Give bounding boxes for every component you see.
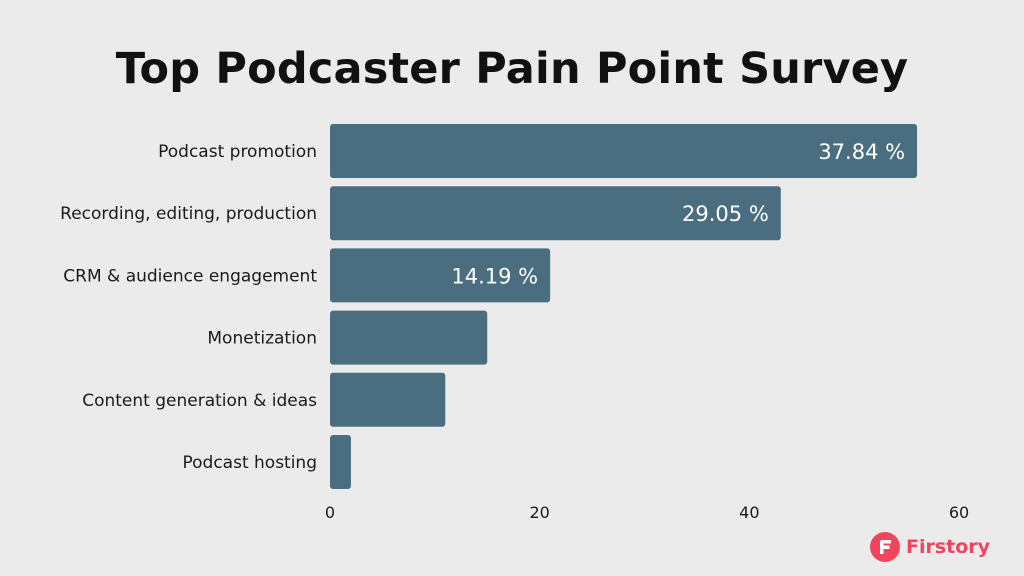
category-label: Recording, editing, production (60, 204, 317, 224)
data-label: 14.19 % (451, 264, 538, 288)
bar (330, 186, 781, 241)
bar (330, 310, 488, 365)
category-label: Podcast promotion (158, 142, 317, 162)
x-tick-label: 60 (949, 503, 969, 522)
category-label: Monetization (207, 329, 317, 349)
bar (330, 124, 918, 178)
bar (330, 435, 351, 489)
category-labels: Podcast promotion Recording, editing, pro… (60, 142, 317, 473)
category-label: CRM & audience engagement (63, 266, 317, 286)
data-labels: 37.84 % 29.05 % 14.19 % (451, 140, 905, 288)
data-label: 37.84 % (818, 140, 905, 164)
firstory-logo-icon (870, 532, 900, 562)
x-axis-ticks: 0 20 40 60 (325, 503, 969, 522)
bars-layer (330, 124, 918, 489)
bar (330, 248, 551, 303)
brand-logo: Firstory (870, 532, 990, 562)
x-tick-label: 0 (325, 503, 335, 522)
chart-title: Top Podcaster Pain Point Survey (115, 44, 909, 94)
bar (330, 372, 446, 427)
data-label: 29.05 % (682, 202, 769, 226)
category-label: Content generation & ideas (82, 391, 317, 411)
x-tick-label: 40 (739, 503, 759, 522)
category-label: Podcast hosting (182, 453, 317, 473)
x-tick-label: 20 (529, 503, 549, 522)
brand-name: Firstory (906, 536, 991, 558)
